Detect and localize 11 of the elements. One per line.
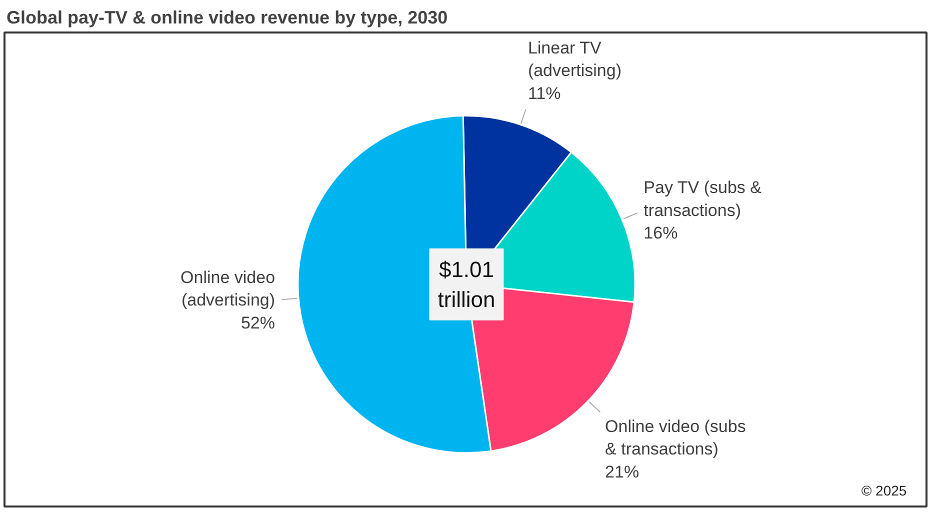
data-label: 52% [240,313,276,332]
data-label: 11% [528,84,561,103]
slice-label: Linear TV (advertising) [528,38,622,80]
data-label: 21% [605,462,640,482]
slice-label: Pay TV (subs & transactions) [644,178,762,220]
slice-label: Online video (subs & transactions) [605,416,746,459]
chart-title: Global pay-TV & online video revenue by type, 2030 [6,8,448,28]
slice-label: Online video (advertising) [180,268,276,310]
text: © 2025 [861,482,907,499]
data-label: 16% [644,224,678,243]
text: $1.01 trillion [438,256,496,312]
